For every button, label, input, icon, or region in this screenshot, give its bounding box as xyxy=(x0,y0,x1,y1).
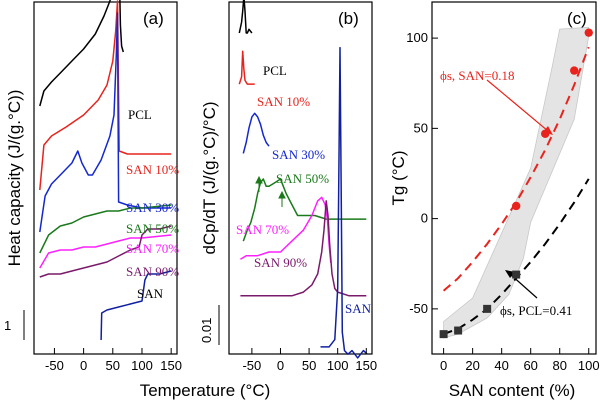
panel-c-x-axis-label: SAN content (%) xyxy=(449,381,576,400)
series-b-4 xyxy=(240,196,332,263)
panel-b-y-axis-label: dCp/dT (J/(g.°C)/°C) xyxy=(200,101,219,254)
label-san70-a: SAN 70% xyxy=(126,241,179,256)
series-a-2 xyxy=(39,12,172,233)
y-tick-label-c-2: 50 xyxy=(414,120,428,135)
panel-a-frame xyxy=(33,1,178,355)
x-tick-label-a-3: 100 xyxy=(131,358,153,373)
x-tick-label-c-5: 100 xyxy=(578,358,600,373)
point-1-2 xyxy=(483,304,492,313)
x-tick-label-c-2: 40 xyxy=(494,358,508,373)
label-san-b: SAN xyxy=(345,301,372,316)
label-pcl-b: PCL xyxy=(263,63,287,78)
label-san10-a: SAN 10% xyxy=(126,162,179,177)
point-1-0 xyxy=(439,330,448,339)
panel-a-curves xyxy=(39,0,172,341)
x-tick-label-a-2: 50 xyxy=(106,358,120,373)
x-tick-label-b-3: 100 xyxy=(327,358,349,373)
x-tick-label-c-4: 80 xyxy=(552,358,566,373)
panel-c-y-axis-label: Tg (°C) xyxy=(389,151,408,206)
panel-b-x-ticks: -50 0 50 100 150 xyxy=(242,348,377,373)
annotation-pcl: ϕs, PCL=0.41 xyxy=(500,303,572,318)
label-san50-a: SAN 50% xyxy=(126,221,179,236)
confidence-band xyxy=(443,26,590,339)
label-san90-a: SAN 90% xyxy=(126,264,179,279)
series-b-6 xyxy=(320,46,368,359)
fit-line-0 xyxy=(442,46,590,292)
x-tick-label-b-2: 50 xyxy=(302,358,316,373)
label-san90-b: SAN 90% xyxy=(254,255,307,270)
x-tick-label-a-0: -50 xyxy=(45,358,64,373)
panel-c-plot: 0 20 40 60 80 100 -50 0 50 100 xyxy=(406,26,600,373)
x-tick-label-b-1: 0 xyxy=(277,358,284,373)
label-san50-b: SAN 50% xyxy=(276,171,329,186)
label-san30-b: SAN 30% xyxy=(272,147,325,162)
point-0-1 xyxy=(541,129,550,138)
point-0-2 xyxy=(570,66,579,75)
panel-c-label: (c) xyxy=(567,9,587,28)
series-a-5 xyxy=(39,225,172,278)
y-tick-label-c-0: -50 xyxy=(409,301,428,316)
panel-b-frame xyxy=(228,1,373,355)
panel-b-label: (b) xyxy=(338,9,359,28)
point-0-3 xyxy=(584,28,593,37)
series-b-2 xyxy=(242,112,270,154)
panel-b: -50 0 50 100 150 (b) dCp/dT (J/(g.°C)/°C) 0.… xyxy=(199,0,377,373)
panel-b-curves xyxy=(238,0,368,359)
point-1-3 xyxy=(512,270,521,279)
x-tick-label-b-4: 150 xyxy=(355,358,377,373)
label-san70-b: SAN 70% xyxy=(236,222,289,237)
point-1-1 xyxy=(454,326,463,335)
panel-a: -50 0 50 100 150 (a) Heat capacity (J/(g.°C)… xyxy=(4,0,182,373)
series-a-4 xyxy=(39,234,172,269)
y-tick-label-c-1: 0 xyxy=(421,211,428,226)
x-tick-label-c-1: 20 xyxy=(465,358,479,373)
label-pcl-a: PCL xyxy=(128,107,152,122)
series-b-0 xyxy=(238,0,253,34)
label-san30-a: SAN 30% xyxy=(126,200,179,215)
series-b-5 xyxy=(240,200,367,297)
series-a-1 xyxy=(39,0,172,191)
arrow-left-head xyxy=(255,175,263,184)
series-b-1 xyxy=(238,50,255,85)
y-tick-label-c-3: 100 xyxy=(406,30,428,45)
x-tick-label-a-4: 150 xyxy=(160,358,182,373)
annotation-san: ϕs, SAN=0.18 xyxy=(440,68,515,83)
panel-a-y-axis-label: Heat capacity (J/(g.°C)) xyxy=(5,90,24,267)
label-san10-b: SAN 10% xyxy=(257,94,310,109)
annotation-san-arrow xyxy=(486,79,549,132)
panel-c-frame xyxy=(431,1,597,355)
panel-a-scale-bar-label: 1 xyxy=(4,318,11,333)
x-tick-label-a-1: 0 xyxy=(80,358,87,373)
panel-a-x-ticks: -50 0 50 100 150 xyxy=(45,348,182,373)
series-b-3 xyxy=(242,178,367,242)
shared-x-axis-label: Temperature (°C) xyxy=(140,381,271,400)
series-a-6 xyxy=(100,270,172,341)
point-0-0 xyxy=(511,201,521,211)
label-san-a: SAN xyxy=(137,286,164,301)
x-tick-label-c-0: 0 xyxy=(440,358,447,373)
panel-a-label: (a) xyxy=(143,9,164,28)
panel-b-arrows xyxy=(255,175,286,207)
x-tick-label-c-3: 60 xyxy=(523,358,537,373)
series-a-3 xyxy=(39,204,172,254)
series-a-0 xyxy=(39,0,125,107)
arrow-right-head xyxy=(278,190,286,199)
panel-c: 0 20 40 60 80 100 -50 0 50 100 (c) Tg (°C) SAN co… xyxy=(389,1,600,400)
x-tick-label-b-0: -50 xyxy=(242,358,261,373)
panel-b-scale-bar-label: 0.01 xyxy=(199,318,214,343)
